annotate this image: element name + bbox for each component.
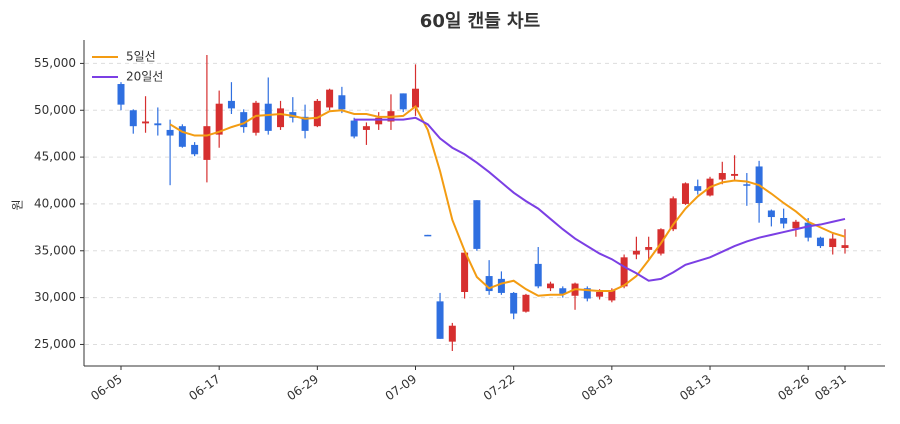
candle-body	[497, 278, 505, 293]
candle-body	[436, 301, 444, 339]
candle-body	[166, 129, 174, 136]
candle-body	[559, 288, 567, 294]
candle-body	[277, 108, 285, 128]
candle-body	[804, 222, 812, 238]
x-tick-label: 06-05	[88, 372, 125, 403]
candle-body	[154, 123, 162, 126]
candle-body	[534, 263, 542, 287]
chart-title: 60일 캔들 차트	[420, 11, 540, 32]
candle-body	[461, 252, 469, 292]
x-tick-label: 07-22	[481, 372, 518, 403]
candle-body	[375, 117, 383, 125]
candle-body	[485, 276, 493, 292]
ma-line	[354, 116, 846, 282]
candle-body	[191, 144, 199, 155]
y-tick-label: 45,000	[34, 150, 76, 164]
candle-body	[792, 221, 800, 229]
candle-body	[326, 89, 334, 108]
candle-body	[412, 88, 420, 108]
y-tick-label: 30,000	[34, 290, 76, 304]
candle-body	[829, 238, 837, 248]
candle-body	[620, 257, 628, 287]
x-tick-label: 08-13	[677, 372, 714, 403]
legend-label: 5일선	[126, 50, 156, 64]
candle-body	[473, 200, 481, 249]
candle-body	[522, 294, 530, 312]
candle-body	[203, 126, 211, 160]
candle-body	[510, 292, 518, 314]
y-tick-label: 25,000	[34, 337, 76, 351]
candle-body	[240, 112, 248, 128]
candle-body	[264, 103, 272, 131]
y-tick-label: 40,000	[34, 196, 76, 210]
candle-body	[178, 126, 186, 147]
candle-body	[215, 103, 223, 135]
candle-body	[227, 100, 235, 109]
legend-label: 20일선	[126, 70, 163, 84]
candle-body	[681, 183, 689, 204]
candle-body	[608, 290, 616, 301]
x-tick-label: 08-31	[812, 372, 849, 403]
candle-body	[841, 245, 849, 248]
candle-body	[731, 173, 739, 176]
candle-body	[129, 110, 137, 127]
y-tick-label: 35,000	[34, 243, 76, 257]
y-tick-label: 55,000	[34, 56, 76, 70]
x-tick-label: 08-26	[775, 372, 812, 403]
x-tick-label: 07-09	[383, 372, 420, 403]
x-tick-label: 06-17	[186, 372, 223, 403]
candle-body	[632, 250, 640, 255]
candle-body	[117, 84, 125, 105]
candle-body	[362, 126, 370, 130]
y-axis-label: 원	[11, 199, 25, 210]
candle-body	[142, 121, 150, 124]
x-tick-label: 08-03	[579, 372, 616, 403]
candle-body	[645, 247, 653, 250]
candle-body	[767, 210, 775, 218]
y-tick-label: 50,000	[34, 103, 76, 117]
candle-body	[546, 283, 554, 289]
candle-body	[313, 100, 321, 127]
candle-body	[448, 325, 456, 342]
candle-body	[301, 116, 309, 131]
candle-body	[583, 288, 591, 299]
ma-line	[169, 104, 846, 297]
candle-body	[743, 184, 751, 186]
candle-body	[338, 95, 346, 110]
candle-body	[816, 237, 824, 247]
candle-body	[669, 198, 677, 230]
candle-body	[657, 229, 665, 254]
candle-body	[596, 291, 604, 297]
x-tick-label: 06-29	[284, 372, 321, 403]
candle-body	[424, 234, 432, 237]
candle-body	[718, 173, 726, 180]
candle-body	[399, 93, 407, 110]
candle-body	[252, 102, 260, 133]
candle-body	[350, 120, 358, 137]
candle-body	[694, 186, 702, 191]
candle-body	[780, 217, 788, 224]
